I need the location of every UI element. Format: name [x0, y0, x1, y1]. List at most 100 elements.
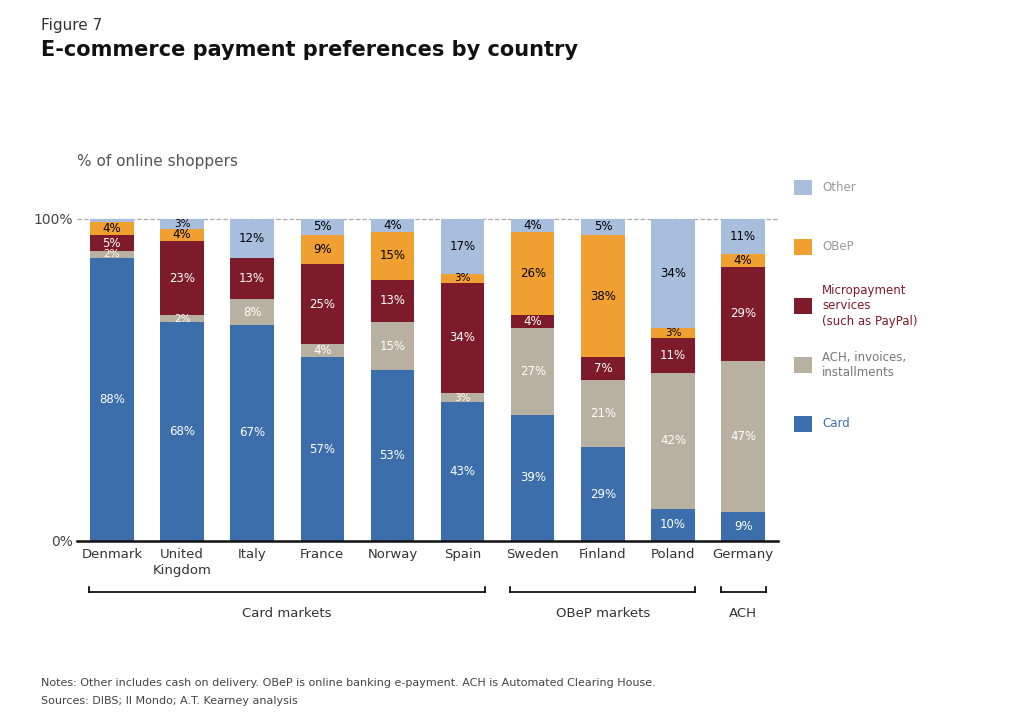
Bar [90, 222, 133, 235]
Text: 21%: 21% [590, 407, 616, 420]
Text: 4%: 4% [173, 229, 191, 242]
Text: 27%: 27% [519, 366, 546, 379]
Bar [161, 316, 204, 322]
Text: OBeP markets: OBeP markets [556, 607, 650, 620]
Bar [90, 257, 133, 541]
Bar [651, 338, 694, 373]
Bar [511, 219, 554, 231]
Bar [90, 251, 133, 257]
Text: 12%: 12% [239, 231, 265, 244]
Bar [511, 231, 554, 316]
Bar [371, 280, 414, 322]
Bar [90, 219, 133, 222]
Text: 15%: 15% [380, 249, 406, 262]
Bar [301, 219, 344, 235]
Text: 43%: 43% [450, 465, 475, 478]
Text: 47%: 47% [730, 430, 757, 443]
Bar [301, 345, 344, 358]
Bar [371, 322, 414, 370]
Bar [230, 299, 273, 325]
Text: 34%: 34% [450, 332, 475, 345]
Bar [441, 283, 484, 393]
Text: 5%: 5% [313, 221, 332, 234]
Bar [651, 373, 694, 508]
Text: 2%: 2% [103, 249, 120, 260]
Text: 25%: 25% [309, 298, 335, 311]
Text: 7%: 7% [594, 362, 612, 375]
Text: 4%: 4% [313, 345, 332, 358]
Text: 4%: 4% [383, 218, 401, 232]
Text: Micropayment
services
(such as PayPal): Micropayment services (such as PayPal) [822, 283, 918, 328]
Text: 3%: 3% [455, 273, 471, 283]
Text: 4%: 4% [102, 222, 121, 235]
Bar [511, 316, 554, 328]
Bar [230, 325, 273, 541]
Bar [371, 231, 414, 280]
Text: 8%: 8% [243, 306, 261, 319]
Text: Card: Card [822, 417, 850, 430]
Bar [161, 322, 204, 541]
Text: 4%: 4% [734, 255, 753, 267]
Bar [441, 402, 484, 541]
Bar [230, 219, 273, 257]
Bar [651, 219, 694, 328]
Text: ACH, invoices,
installments: ACH, invoices, installments [822, 350, 906, 379]
Bar [511, 328, 554, 415]
Text: 3%: 3% [455, 392, 471, 402]
Text: 39%: 39% [520, 472, 546, 485]
Text: 4%: 4% [523, 218, 542, 232]
Bar [582, 448, 625, 541]
Text: 3%: 3% [665, 328, 681, 338]
Text: 10%: 10% [660, 518, 686, 531]
Bar [301, 358, 344, 541]
Bar [441, 219, 484, 273]
Bar [161, 242, 204, 316]
Bar [582, 358, 625, 380]
Bar [722, 267, 765, 360]
Text: 67%: 67% [239, 426, 265, 439]
Text: 29%: 29% [590, 487, 616, 500]
Bar [651, 508, 694, 541]
Bar [371, 219, 414, 231]
Text: 26%: 26% [519, 267, 546, 280]
Bar [722, 219, 765, 255]
Text: 15%: 15% [380, 340, 406, 353]
Bar [582, 380, 625, 448]
Text: 42%: 42% [659, 435, 686, 448]
Text: Notes: Other includes cash on delivery. OBeP is online banking e-payment. ACH is: Notes: Other includes cash on delivery. … [41, 678, 655, 688]
Text: 2%: 2% [174, 314, 190, 324]
Text: 4%: 4% [523, 315, 542, 328]
Text: Sources: DIBS; Il Mondo; A.T. Kearney analysis: Sources: DIBS; Il Mondo; A.T. Kearney an… [41, 696, 298, 706]
Text: OBeP: OBeP [822, 240, 854, 253]
Text: 29%: 29% [730, 307, 757, 320]
Bar [722, 360, 765, 512]
Bar [161, 219, 204, 229]
Text: 34%: 34% [660, 267, 686, 280]
Text: ACH: ACH [729, 607, 757, 620]
Text: 17%: 17% [450, 240, 476, 253]
Bar [582, 219, 625, 235]
Bar [230, 257, 273, 299]
Bar [371, 370, 414, 541]
Text: 5%: 5% [594, 221, 612, 234]
Bar [441, 393, 484, 402]
Text: % of online shoppers: % of online shoppers [77, 154, 238, 169]
Text: 13%: 13% [240, 272, 265, 285]
Bar [722, 512, 765, 541]
Text: 53%: 53% [380, 449, 406, 462]
Text: 38%: 38% [590, 290, 615, 303]
Bar [161, 229, 204, 242]
Text: 68%: 68% [169, 425, 195, 438]
Bar [651, 328, 694, 338]
Text: Card markets: Card markets [243, 607, 332, 620]
Bar [301, 235, 344, 264]
Text: 88%: 88% [99, 393, 125, 406]
Text: 9%: 9% [734, 520, 753, 533]
Text: 9%: 9% [313, 243, 332, 256]
Text: 23%: 23% [169, 272, 195, 285]
Bar [511, 415, 554, 541]
Bar [722, 255, 765, 267]
Text: 57%: 57% [309, 443, 335, 456]
Text: 11%: 11% [659, 349, 686, 362]
Text: E-commerce payment preferences by country: E-commerce payment preferences by countr… [41, 40, 578, 60]
